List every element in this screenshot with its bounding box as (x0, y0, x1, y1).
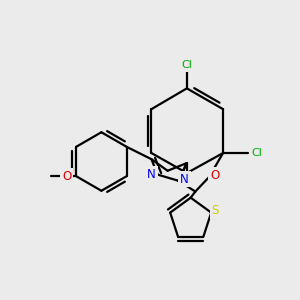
Text: Cl: Cl (251, 148, 262, 158)
Text: Cl: Cl (182, 60, 192, 70)
Text: S: S (212, 204, 219, 217)
Text: N: N (180, 173, 189, 186)
Text: N: N (147, 168, 156, 181)
Text: O: O (62, 169, 71, 183)
Text: O: O (210, 169, 219, 182)
